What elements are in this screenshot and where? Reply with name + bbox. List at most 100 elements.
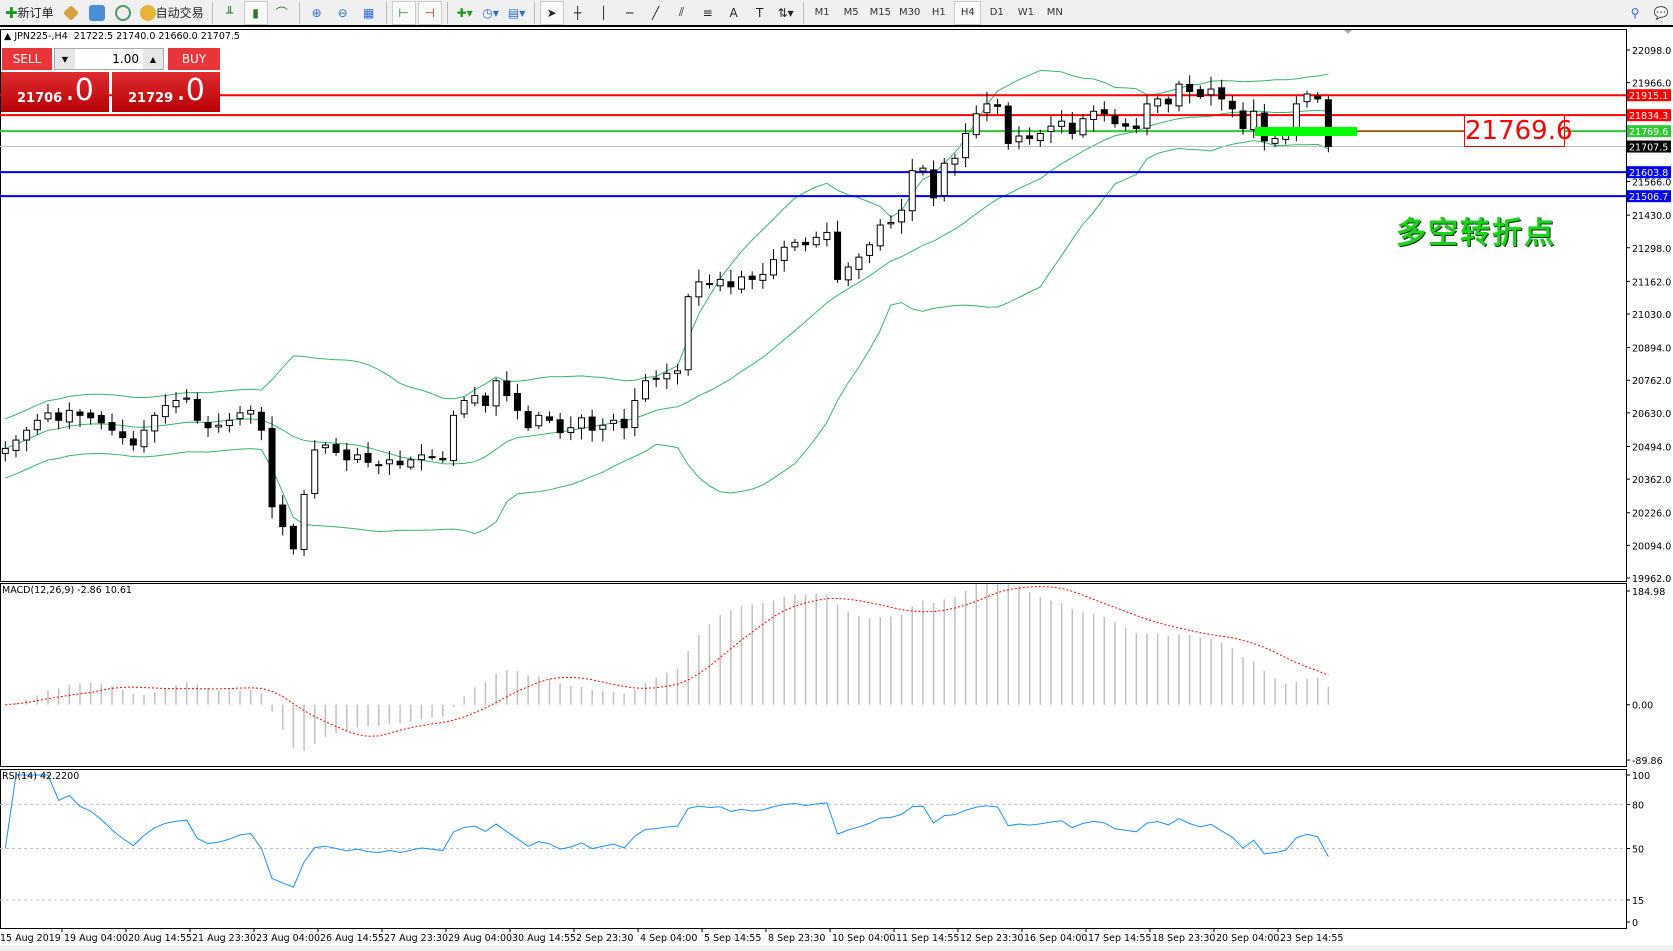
timeframe-m1[interactable]: M1 [814, 7, 830, 18]
candle-body [951, 157, 959, 165]
candle [140, 420, 148, 453]
candle [225, 412, 233, 433]
sell-price-button[interactable]: 21706.0 [1, 72, 109, 112]
auto-trading-button[interactable]: 自动交易 [137, 1, 207, 25]
add-indicator-button[interactable]: ✚▾ [453, 1, 477, 25]
zoom-out-button[interactable]: ⊖ [331, 1, 355, 25]
level-price-label[interactable]: 21769.6 [1464, 115, 1573, 147]
candle [1015, 126, 1023, 150]
text-button[interactable]: A [722, 1, 746, 25]
candle-body [791, 241, 799, 248]
search-button[interactable]: ⚲ [1623, 1, 1647, 25]
time-tick-label: 12 Sep 23:30 [960, 933, 1023, 944]
candle [396, 450, 404, 469]
zoom-in-icon: ⊕ [311, 5, 322, 20]
lots-increase-button[interactable]: ▲ [143, 49, 163, 69]
autoscroll-button[interactable]: ⊣ [417, 0, 442, 25]
candle-body [823, 231, 831, 241]
candle [151, 412, 159, 443]
lots-input[interactable]: 1.00 [112, 52, 139, 66]
new-order-button[interactable]: ✚ 新订单 [5, 3, 54, 22]
timeframe-h4[interactable]: H4 [954, 0, 982, 25]
candle-body [513, 392, 521, 411]
periods-button[interactable]: ◷▾ [479, 1, 503, 25]
candle-body [76, 411, 84, 416]
fibonacci-button[interactable]: ≡ [696, 1, 720, 25]
arrows-button[interactable]: ⇅▾ [774, 1, 798, 25]
candle-body [1036, 133, 1044, 142]
candle-body [834, 231, 842, 280]
buy-price-button[interactable]: 21729.0 [112, 72, 220, 112]
candle-body [1228, 100, 1236, 110]
sell-button[interactable]: SELL [2, 48, 52, 71]
toolbar-separator [298, 1, 300, 24]
text-label-button[interactable]: T [748, 1, 772, 25]
cursor-button[interactable]: ➤ [539, 0, 564, 25]
candle [545, 411, 553, 424]
candle [353, 447, 361, 464]
time-tick-label: 8 Sep 23:30 [768, 933, 825, 944]
buy-button[interactable]: BUY [168, 48, 220, 71]
price-level-tag [1627, 190, 1671, 203]
candle [1100, 101, 1108, 122]
tile-windows-button[interactable]: ▦ [357, 1, 381, 25]
timeframe-m30[interactable]: M30 [898, 7, 921, 18]
time-tick-label: 16 Sep 04:00 [1024, 933, 1087, 944]
equidistant-channel-button[interactable]: ⫽ [670, 1, 694, 25]
price-level-tag-label: 21707.5 [1629, 143, 1668, 154]
candle-body [12, 439, 20, 451]
candlestick-button[interactable]: ▮ [243, 0, 268, 25]
templates-icon: ▤▾ [507, 5, 526, 20]
candle-body [300, 493, 308, 551]
candle [471, 386, 479, 407]
candle-body [172, 400, 180, 408]
horizontal-line-button[interactable]: ─ [618, 1, 642, 25]
timeframe-d1[interactable]: D1 [989, 7, 1004, 18]
trendline-button[interactable]: ╱ [644, 1, 668, 25]
candle-body [1004, 105, 1012, 144]
candle [460, 396, 468, 419]
candle [631, 388, 639, 437]
crosshair-button[interactable]: ┼ [566, 1, 590, 25]
candle-body [1239, 110, 1247, 130]
candle [599, 418, 607, 442]
templates-button[interactable]: ▤▾ [505, 1, 529, 25]
timeframe-w1[interactable]: W1 [1017, 7, 1034, 18]
candle-body [684, 296, 692, 371]
timeframe-m15[interactable]: M15 [869, 7, 891, 18]
candle [642, 373, 649, 403]
candle-body [577, 417, 585, 429]
one-click-trading-panel: SELL ▼ 1.00 ▲ BUY 21706.0 21729.0 [0, 46, 222, 112]
timeframe-mn[interactable]: MN [1046, 7, 1063, 18]
navigator-icon [88, 4, 105, 21]
zoom-in-button[interactable]: ⊕ [305, 1, 329, 25]
candle [524, 405, 532, 431]
lots-stepper[interactable]: ▼ 1.00 ▲ [54, 48, 164, 70]
signal-button[interactable] [111, 1, 135, 25]
candle-body [759, 273, 767, 281]
price-level-tag [1627, 89, 1671, 102]
candle [311, 440, 319, 499]
trendline-icon: ╱ [651, 5, 660, 20]
time-tick-label: 2 Sep 23:30 [576, 933, 633, 944]
lots-decrease-button[interactable]: ▼ [55, 49, 75, 69]
timeframe-h1[interactable]: H1 [931, 7, 946, 18]
candle-body [588, 416, 596, 431]
candle [1228, 95, 1236, 118]
price-tick-label: 21966.0 [1632, 79, 1671, 90]
timeframe-m5[interactable]: M5 [843, 7, 859, 18]
chart-shift-button[interactable]: ⊢ [391, 0, 416, 25]
candle-body [556, 419, 564, 434]
line-chart-button[interactable]: ⌒ [270, 1, 294, 25]
navigator-button[interactable] [85, 1, 109, 25]
candle-body [663, 372, 671, 380]
pivot-annotation-text[interactable]: 多空转折点 [1396, 216, 1556, 251]
time-tick-label: 29 Aug 04:00 [448, 933, 512, 944]
bar-chart-button[interactable]: ╨ [218, 1, 242, 25]
candle [674, 363, 682, 385]
vertical-line-button[interactable]: │ [592, 1, 616, 25]
chat-button[interactable]: 💬 [1649, 1, 1673, 25]
sell-price: 21706 [17, 91, 63, 106]
chart-shift-icon: ⊢ [398, 5, 409, 20]
